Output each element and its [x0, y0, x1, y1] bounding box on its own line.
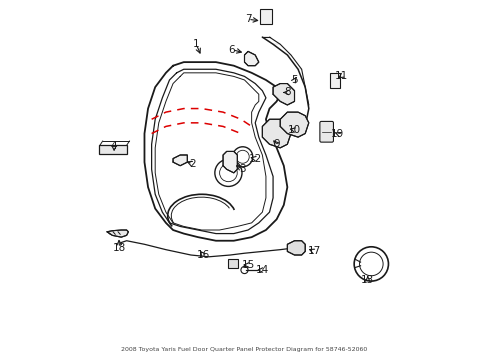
FancyBboxPatch shape — [227, 259, 238, 268]
Polygon shape — [262, 119, 290, 148]
Text: 6: 6 — [228, 45, 235, 55]
Polygon shape — [244, 51, 258, 66]
Text: 13: 13 — [360, 275, 374, 285]
Polygon shape — [272, 84, 294, 105]
Text: 12: 12 — [248, 154, 261, 163]
Text: 7: 7 — [244, 14, 251, 24]
FancyBboxPatch shape — [319, 121, 333, 142]
Text: 1: 1 — [193, 39, 199, 49]
Polygon shape — [107, 230, 128, 237]
FancyBboxPatch shape — [259, 9, 271, 23]
Text: 15: 15 — [241, 260, 254, 270]
Text: 2008 Toyota Yaris Fuel Door Quarter Panel Protector Diagram for 58746-52060: 2008 Toyota Yaris Fuel Door Quarter Pane… — [121, 347, 367, 352]
Text: 5: 5 — [290, 75, 297, 85]
Text: 8: 8 — [284, 87, 290, 98]
Text: 14: 14 — [255, 265, 268, 275]
Polygon shape — [280, 112, 308, 137]
Text: 9: 9 — [273, 139, 280, 149]
Text: 2: 2 — [189, 159, 196, 169]
Text: 18: 18 — [113, 243, 126, 253]
Text: 3: 3 — [239, 164, 245, 174]
Text: 19: 19 — [330, 129, 343, 139]
Text: 4: 4 — [111, 141, 117, 151]
Polygon shape — [287, 241, 305, 255]
Polygon shape — [173, 155, 187, 166]
Text: 16: 16 — [196, 250, 210, 260]
Polygon shape — [223, 152, 237, 173]
Text: 10: 10 — [287, 125, 301, 135]
Text: 17: 17 — [307, 247, 320, 256]
FancyBboxPatch shape — [329, 73, 339, 88]
FancyBboxPatch shape — [99, 145, 127, 154]
Text: 11: 11 — [334, 71, 347, 81]
